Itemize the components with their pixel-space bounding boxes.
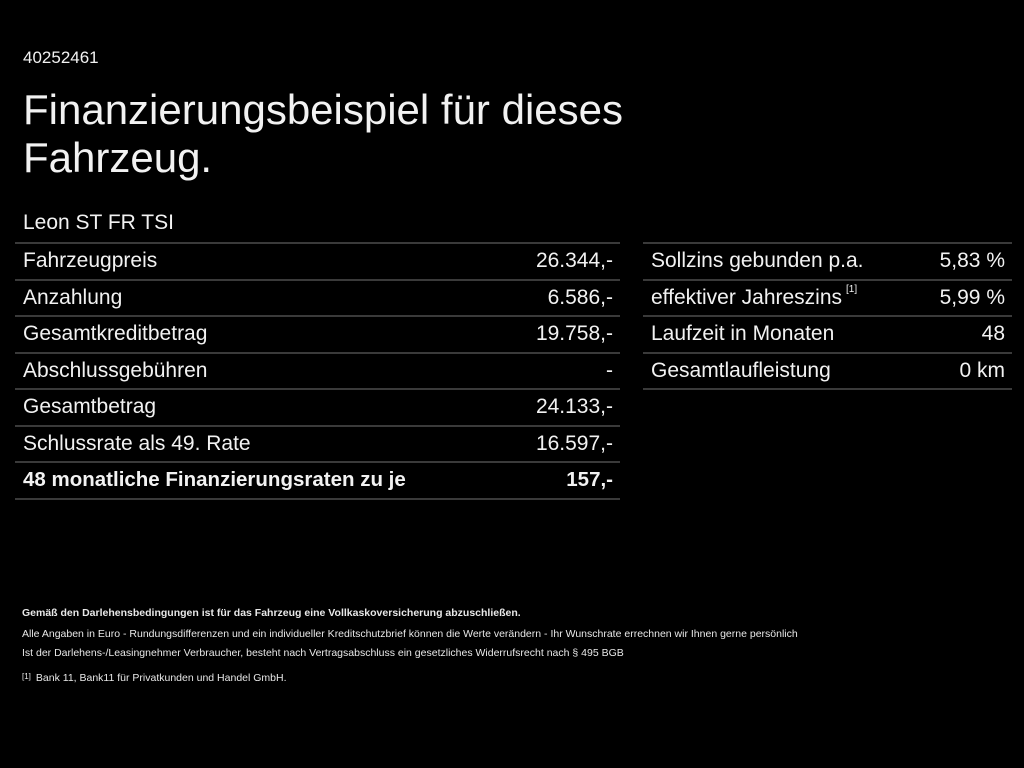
footnote-text: Bank 11, Bank11 für Privatkunden und Han… [35, 672, 287, 684]
footnote-ref: [1] [846, 283, 858, 295]
page-title: Finanzierungsbeispiel für dieses Fahrzeu… [23, 86, 623, 181]
row-label: Sollzins gebunden p.a. [651, 249, 864, 273]
financing-table: Fahrzeugpreis 26.344,- Anzahlung 6.586,- G… [15, 242, 620, 500]
table-row: Laufzeit in Monaten 48 [643, 317, 1012, 354]
footnote-mark: [1] [22, 672, 31, 681]
table-row: Gesamtbetrag 24.133,- [15, 390, 620, 427]
row-label: effektiver Jahreszins [651, 285, 843, 309]
table-row: Anzahlung 6.586,- [15, 281, 620, 317]
row-value: 48 [981, 322, 1005, 346]
row-label: Gesamtkreditbetrag [23, 322, 208, 346]
row-value: - [606, 358, 613, 382]
row-value: 24.133,- [535, 395, 613, 419]
table-row: Gesamtlaufleistung 0 km [643, 354, 1012, 390]
row-label: 48 monatliche Finanzierungsraten zu je [23, 468, 406, 492]
row-value: 5,83 % [939, 249, 1005, 273]
row-value: 5,99 % [939, 285, 1005, 309]
row-value: 16.597,- [535, 431, 613, 455]
model-name: Leon ST FR TSI [23, 211, 174, 234]
row-label: Fahrzeugpreis [23, 249, 158, 273]
table-row: Schlussrate als 49. Rate 16.597,- [15, 427, 620, 463]
table-row: effektiver Jahreszins [1] 5,99 % [643, 281, 1012, 317]
footnote: [1] Bank 11, Bank11 für Privatkunden und … [22, 672, 287, 684]
disclaimer-note: Alle Angaben in Euro - Rundungsdifferenz… [22, 628, 798, 640]
row-value: 6.586,- [547, 285, 613, 309]
row-value: 26.344,- [535, 249, 613, 273]
row-value: 157,- [566, 468, 613, 492]
row-label: Schlussrate als 49. Rate [23, 431, 251, 455]
row-label: Gesamtlaufleistung [651, 358, 831, 382]
withdrawal-note: Ist der Darlehens-/Leasingnehmer Verbrau… [22, 647, 624, 659]
table-row: Gesamtkreditbetrag 19.758,- [15, 317, 620, 354]
vehicle-code: 40252461 [23, 48, 99, 67]
row-value: 19.758,- [535, 322, 613, 346]
table-row: Sollzins gebunden p.a. 5,83 % [643, 244, 1012, 281]
monthly-rate-row: 48 monatliche Finanzierungsraten zu je 15… [15, 463, 620, 500]
insurance-note: Gemäß den Darlehensbedingungen ist für d… [22, 607, 521, 619]
row-value: 0 km [959, 358, 1005, 382]
row-label: Laufzeit in Monaten [651, 322, 835, 346]
row-label: Anzahlung [23, 285, 123, 309]
interest-table: Sollzins gebunden p.a. 5,83 % effektiver … [643, 242, 1012, 390]
table-row: Abschlussgebühren - [15, 354, 620, 390]
row-label: Gesamtbetrag [23, 395, 157, 419]
row-label: Abschlussgebühren [23, 358, 208, 382]
table-row: Fahrzeugpreis 26.344,- [15, 244, 620, 281]
